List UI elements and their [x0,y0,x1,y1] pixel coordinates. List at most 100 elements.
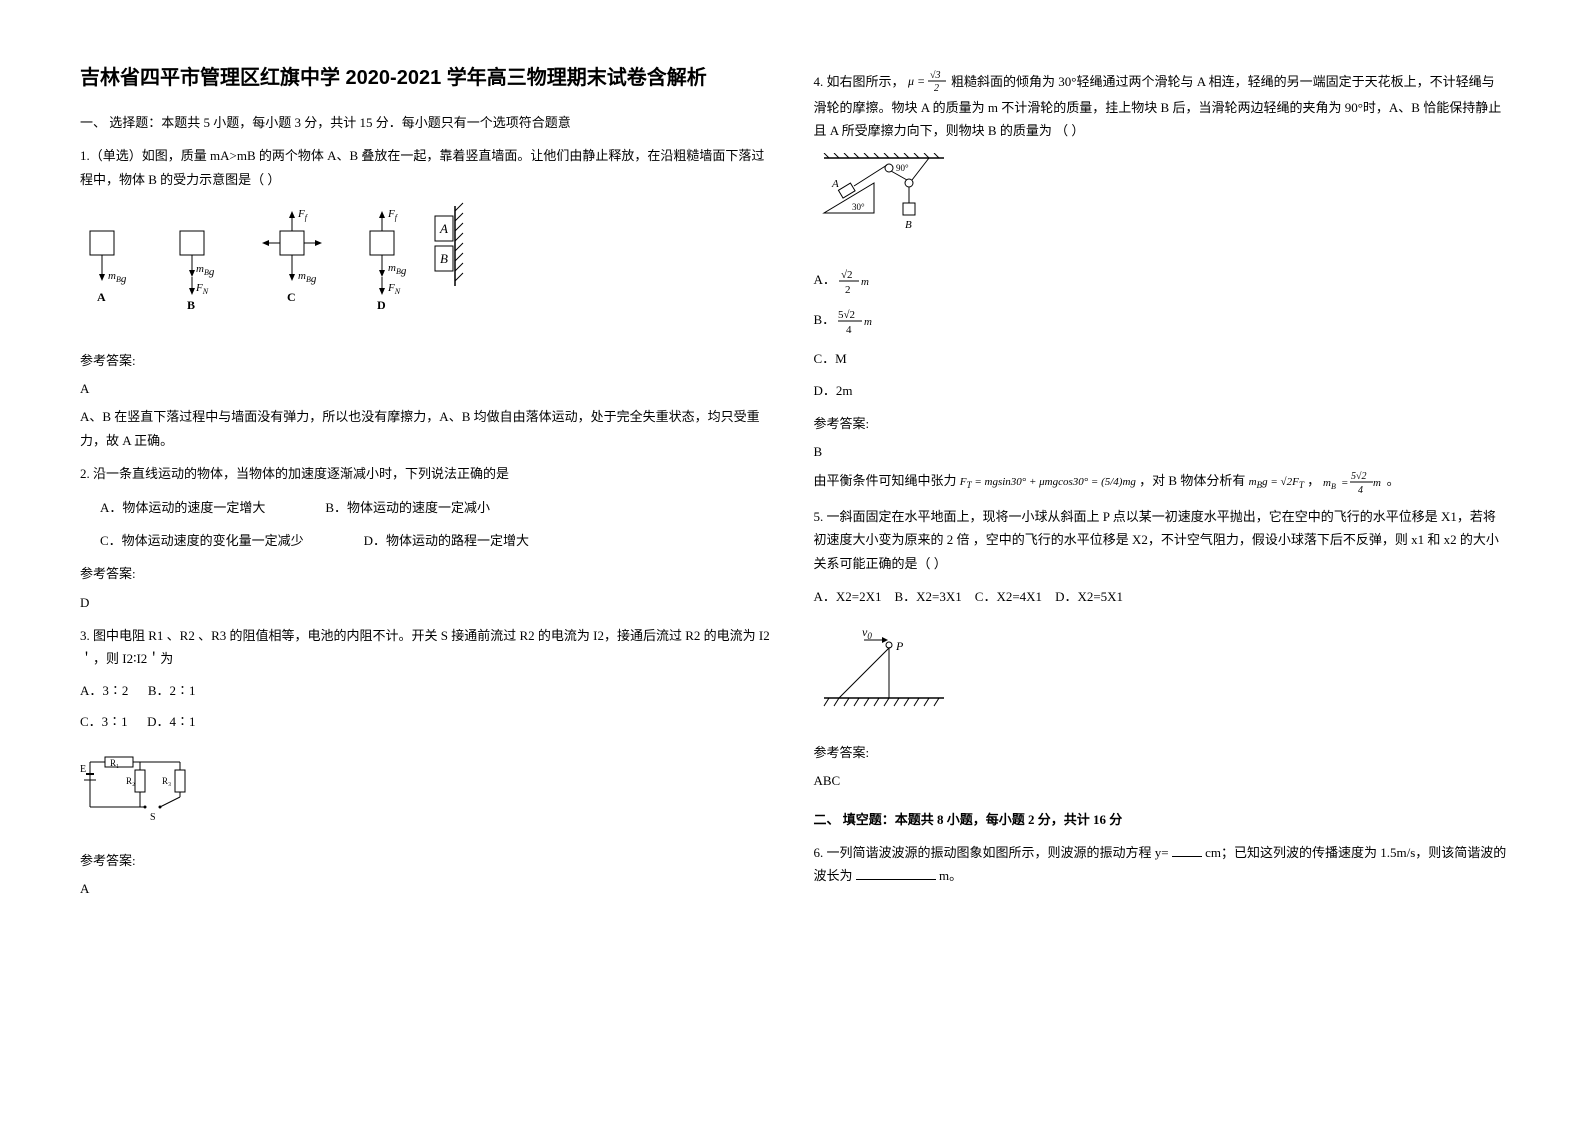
q4-text-p1: 4. 如右图所示， [814,74,905,89]
q4-ans-t1: 由平衡条件可知绳中张力 [814,473,960,488]
q4-optA-row: A． √2 2 m [814,267,1508,295]
svg-text:mBg: mBg [196,263,215,278]
q4-optD: D．2m [814,379,1508,402]
svg-text:2: 2 [934,83,939,93]
svg-text:D: D [377,298,386,312]
q1-answer-label: 参考答案: [80,349,774,372]
q5-optB: B．X2=3X1 [895,589,962,604]
svg-text:5√2: 5√2 [838,309,855,321]
svg-text:FN: FN [195,282,209,296]
q3-answer-label: 参考答案: [80,849,774,872]
svg-text:B: B [440,251,448,266]
svg-text:B: B [187,298,195,312]
svg-text:mB: mB [1323,477,1336,491]
left-column: 吉林省四平市管理区红旗中学 2020-2021 学年高三物理期末试卷含解析 一、… [80,60,774,911]
svg-text:m: m [864,316,872,328]
svg-text:4: 4 [1358,485,1363,495]
q5-answer-label: 参考答案: [814,741,1508,764]
q6-blank-1 [1172,856,1202,857]
svg-text:=: = [1341,477,1348,489]
question-4: 4. 如右图所示， μ = √3 2 粗糙斜面的倾角为 30°轻绳通过两个滑轮与… [814,70,1508,495]
q2-optD: D．物体运动的路程一定增大 [344,529,529,552]
q1-text: 1.（单选）如图，质量 mA>mB 的两个物体 A、B 叠放在一起，靠着竖直墙面… [80,144,774,191]
q2-optA: A．物体运动的速度一定增大 [80,496,265,519]
svg-text:R₂: R₂ [126,776,135,786]
svg-text:mBg: mBg [388,262,407,277]
section-2-header: 二、 填空题：本题共 8 小题，每小题 2 分，共计 16 分 [814,808,1508,831]
q1-answer-text: A、B 在竖直下落过程中与墙面没有弹力，所以也没有摩擦力，A、B 均做自由落体运… [80,405,774,452]
question-2: 2. 沿一条直线运动的物体，当物体的加速度逐渐减小时，下列说法正确的是 A．物体… [80,462,774,614]
q4-ans-t4: 。 [1387,473,1400,488]
svg-text:√3: √3 [930,70,941,81]
question-6: 6. 一列简谐波波源的振动图象如图所示，则波源的振动方程 y= cm；已知这列波… [814,841,1508,888]
q4-diagram: 30° A 90° B [814,153,954,245]
q1-diagram: mBg A mBg FN B Ff [80,201,500,328]
svg-text:mBg: mBg [298,270,317,285]
q2-answer-letter: D [80,591,774,614]
q2-optC: C．物体运动速度的变化量一定减少 [80,529,304,552]
q6-text-p3: m。 [939,868,962,883]
q5-optD: D．X2=5X1 [1055,589,1123,604]
q5-optC: C．X2=4X1 [975,589,1042,604]
q4-ans-f2: mBg = √2FT [1249,476,1304,488]
svg-text:C: C [287,290,296,304]
svg-text:Ff: Ff [297,208,309,222]
svg-text:S: S [150,812,156,822]
svg-text:30°: 30° [852,202,865,212]
q4-optA: A． [814,272,836,287]
svg-text:E: E [80,764,86,775]
q4-optB-row: B． 5√2 4 m [814,307,1508,335]
q3-optB: B．2∶1 [148,683,196,698]
svg-text:A: A [97,290,106,304]
svg-text:m: m [861,276,869,288]
q5-diagram: P v0 [814,628,954,720]
svg-text:v0: v0 [862,628,872,641]
svg-text:2: 2 [845,284,851,295]
exam-title: 吉林省四平市管理区红旗中学 2020-2021 学年高三物理期末试卷含解析 [80,60,774,96]
q4-mu-formula: μ = √3 2 [908,71,951,86]
q4-answer-explanation: 由平衡条件可知绳中张力 FT = mgsin30° + μmgcos30° = … [814,469,1508,495]
page-container: 吉林省四平市管理区红旗中学 2020-2021 学年高三物理期末试卷含解析 一、… [80,60,1507,911]
q1-answer-letter: A [80,377,774,400]
q3-optC: C．3∶1 [80,714,128,729]
section-1-header: 一、 选择题：本题共 5 小题，每小题 3 分，共计 15 分．每小题只有一个选… [80,111,774,134]
q3-answer-letter: A [80,877,774,900]
q3-optD: D．4∶1 [147,714,195,729]
q4-ans-t2: ，对 B 物体分析有 [1139,473,1248,488]
q2-options-row1: A．物体运动的速度一定增大 B．物体运动的速度一定减小 [80,496,774,519]
q5-text: 5. 一斜面固定在水平地面上，现将一小球从斜面上 P 点以某一初速度水平抛出，它… [814,505,1508,575]
svg-text:P: P [895,639,904,653]
right-column: 4. 如右图所示， μ = √3 2 粗糙斜面的倾角为 30°轻绳通过两个滑轮与… [814,60,1508,911]
q3-options-row2: C．3∶1 D．4∶1 [80,710,774,733]
svg-text:μ =: μ = [908,74,925,88]
svg-text:4: 4 [846,324,852,335]
q5-optA: A．X2=2X1 [814,589,882,604]
svg-text:A: A [831,178,839,190]
q4-optB: B． [814,312,836,327]
svg-text:m: m [1373,477,1381,489]
svg-text:R₁: R₁ [110,758,119,768]
svg-text:mBg: mBg [108,270,127,285]
q4-answer-label: 参考答案: [814,412,1508,435]
svg-text:B: B [905,219,912,231]
q4-ans-t3: ， [1307,473,1320,488]
q3-options-row1: A．3∶2 B．2∶1 [80,679,774,702]
q6-text-p1: 6. 一列简谐波波源的振动图象如图所示，则波源的振动方程 y= [814,845,1169,860]
q2-answer-label: 参考答案: [80,562,774,585]
q5-answer-letter: ABC [814,769,1508,792]
q4-ans-f3: mB = 5√2 4 m [1323,473,1386,488]
q4-optC: C．M [814,347,1508,370]
q4-text: 4. 如右图所示， μ = √3 2 粗糙斜面的倾角为 30°轻绳通过两个滑轮与… [814,70,1508,143]
q6-blank-2 [856,879,936,880]
q4-answer-letter: B [814,440,1508,463]
svg-text:90°: 90° [896,163,909,173]
svg-text:√2: √2 [841,269,853,281]
question-3: 3. 图中电阻 R1 、R2 、R3 的阻值相等，电池的内阻不计。开关 S 接通… [80,624,774,901]
question-5: 5. 一斜面固定在水平地面上，现将一小球从斜面上 P 点以某一初速度水平抛出，它… [814,505,1508,793]
q2-options-row2: C．物体运动速度的变化量一定减少 D．物体运动的路程一定增大 [80,529,774,552]
svg-text:R₃: R₃ [162,776,171,786]
question-1: 1.（单选）如图，质量 mA>mB 的两个物体 A、B 叠放在一起，靠着竖直墙面… [80,144,774,452]
q4-ans-f1: FT = mgsin30° + μmgcos30° = (5/4)mg [960,476,1136,488]
svg-text:A: A [439,221,448,236]
svg-text:Ff: Ff [387,208,399,222]
